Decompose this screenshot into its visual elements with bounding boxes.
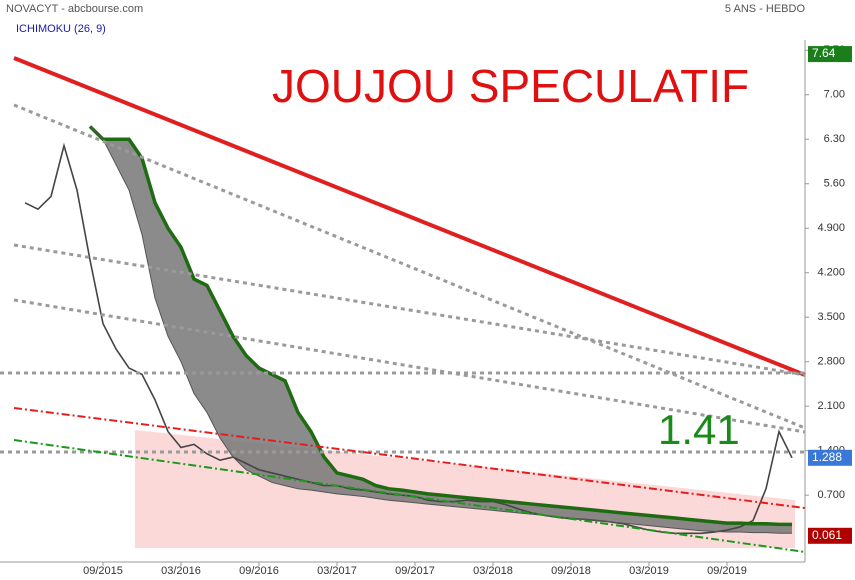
channel-line [13, 439, 806, 553]
price-tag [808, 46, 852, 63]
x-tick-label: 09/2015 [83, 565, 123, 577]
trendline [13, 56, 806, 377]
header-left: NOVACYT - abcbourse.com [6, 3, 143, 15]
x-tick-label: 09/2018 [551, 565, 591, 577]
price-tag [808, 527, 852, 544]
y-tick-label: 4.200 [817, 267, 845, 279]
series-line [88, 125, 792, 527]
y-tick-label: 4.900 [817, 222, 845, 234]
x-tick-label: 09/2017 [395, 565, 435, 577]
x-tick-label: 03/2018 [473, 565, 513, 577]
x-tick-label: 09/2019 [707, 565, 747, 577]
x-tick-label: 09/2016 [239, 565, 279, 577]
y-tick-label: 0.700 [817, 489, 845, 501]
headline: JOUJOU SPECULATIF [272, 60, 749, 112]
kumo-cloud [90, 126, 792, 534]
y-tick-label: 7.00 [824, 89, 845, 101]
x-tick-label: 03/2016 [161, 565, 201, 577]
x-tick-label: 03/2017 [317, 565, 357, 577]
y-tick-label: 6.30 [824, 133, 845, 145]
price-tag [808, 449, 852, 466]
trendline [13, 298, 806, 434]
header-right: 5 ANS - HEBDO [725, 3, 806, 15]
channel-line [13, 407, 806, 509]
price-tag-label: 1.288 [812, 450, 842, 464]
price-tag-label: 7.64 [812, 46, 836, 60]
y-tick-label: 2.800 [817, 356, 845, 368]
price-tag-label: 0.061 [812, 528, 842, 542]
y-tick-label: 5.60 [824, 178, 845, 190]
trendline [13, 103, 806, 430]
indicator-label: ICHIMOKU (26, 9) [16, 23, 106, 35]
y-tick-label: 3.500 [817, 311, 845, 323]
level-annotation: 1.41 [658, 406, 740, 453]
trendline [13, 243, 806, 377]
y-tick-label: 2.100 [817, 400, 845, 412]
series-line [89, 126, 792, 534]
x-tick-label: 03/2019 [629, 565, 669, 577]
